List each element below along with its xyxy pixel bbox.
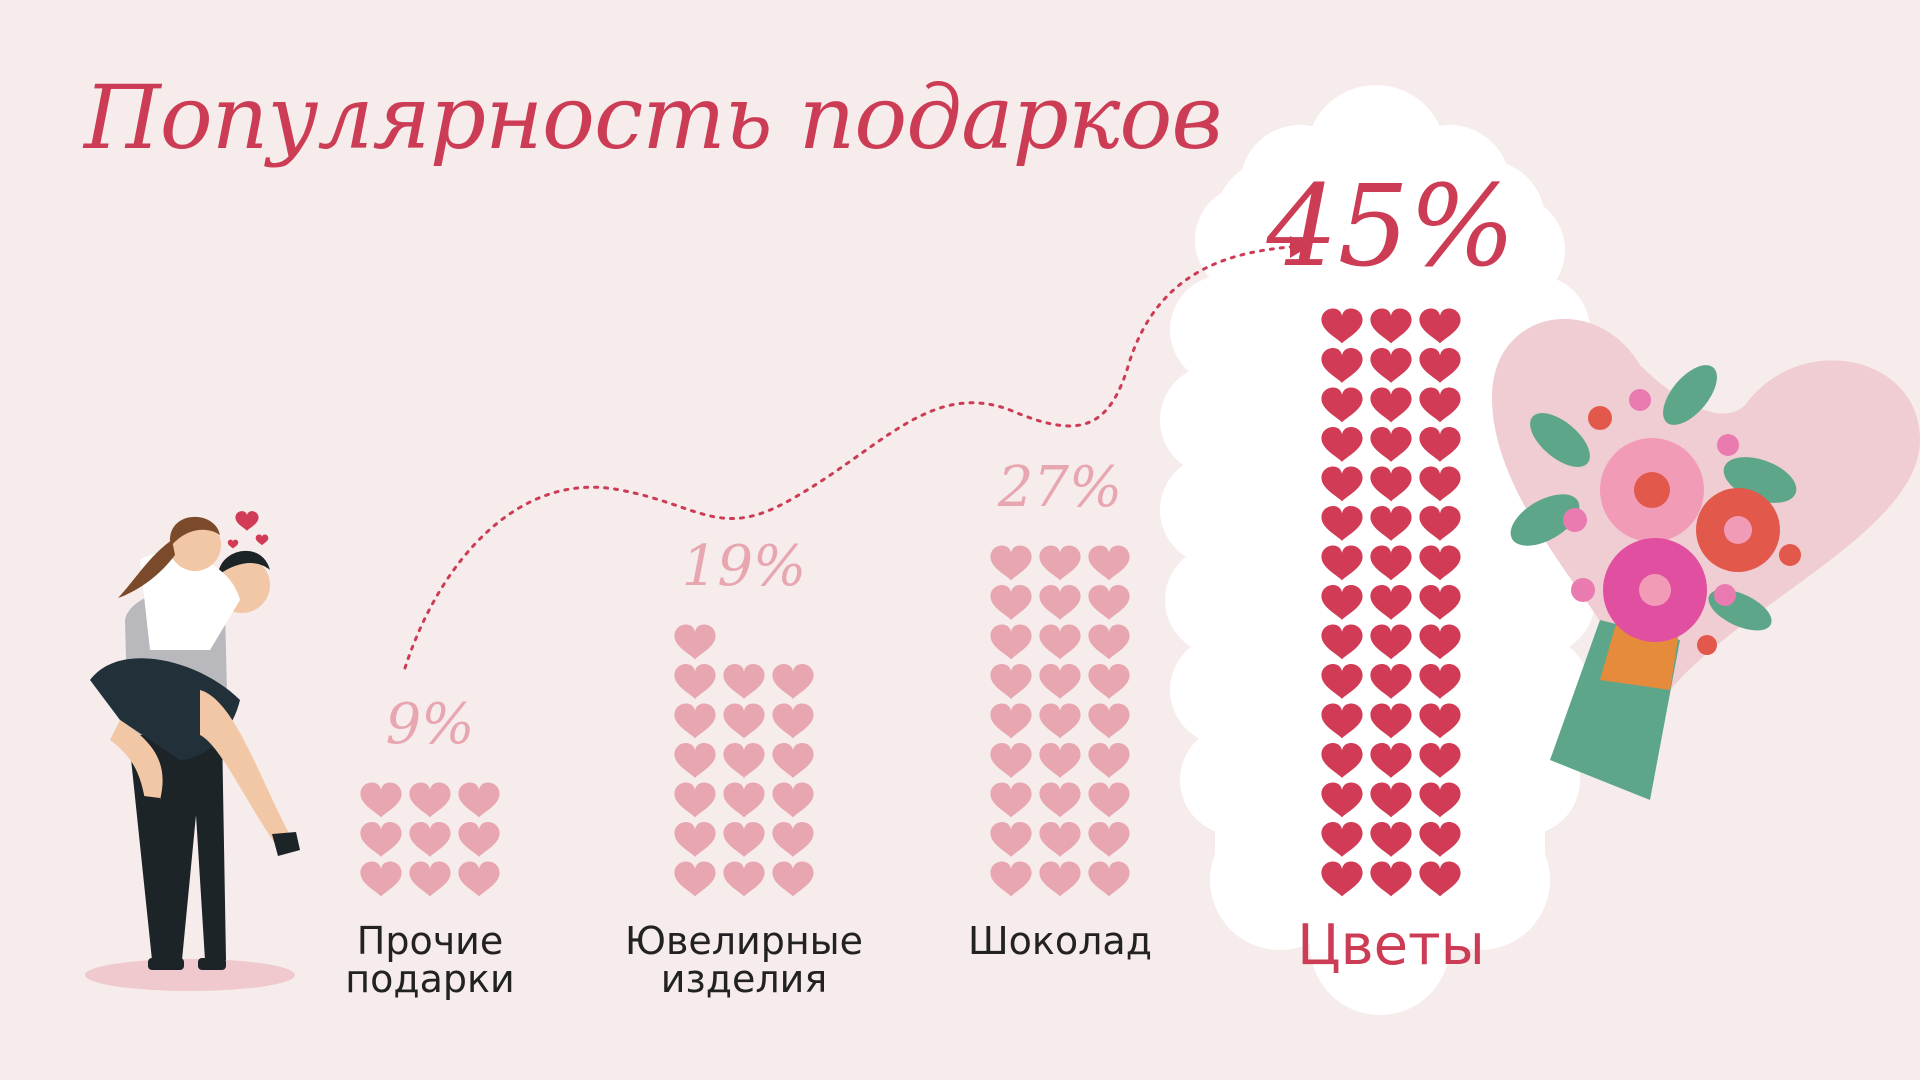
heart-mark — [990, 861, 1032, 897]
heart-mark — [1088, 782, 1130, 818]
page-title: Популярность подарков — [84, 66, 1223, 169]
heart-mark — [1039, 861, 1081, 897]
couple-icon — [85, 516, 300, 991]
heart-mark — [458, 861, 500, 897]
heart-mark — [723, 821, 765, 857]
value-label: 9% — [385, 692, 475, 757]
heart-mark — [1088, 624, 1130, 660]
heart-mark — [723, 663, 765, 699]
heart-mark — [674, 663, 716, 699]
heart-mark — [990, 624, 1032, 660]
heart-mark — [723, 703, 765, 739]
heart-mark — [1039, 624, 1081, 660]
heart-mark — [674, 624, 716, 660]
heart-mark — [990, 545, 1032, 581]
heart-mark — [360, 821, 402, 857]
heart-mark — [1039, 742, 1081, 778]
value-label: 27% — [997, 455, 1123, 520]
heart-mark — [1088, 703, 1130, 739]
heart-mark — [1088, 742, 1130, 778]
value-label: 45% — [1266, 162, 1516, 292]
heart-mark — [723, 782, 765, 818]
category-label: Ювелирные изделия — [624, 919, 864, 1001]
heart-mark — [990, 584, 1032, 620]
heart-mark — [772, 782, 814, 818]
heart-mark — [723, 742, 765, 778]
heart-mark — [360, 782, 402, 818]
heart-mark — [674, 821, 716, 857]
heart-mark — [1039, 663, 1081, 699]
heart-mark — [1088, 545, 1130, 581]
heart-mark — [772, 742, 814, 778]
heart-mark — [360, 861, 402, 897]
heart-bar-3 — [990, 545, 1130, 897]
heart-bar-4 — [1321, 308, 1461, 897]
flower-bouquet-icon — [1491, 318, 1920, 800]
heart-mark — [409, 782, 451, 818]
heart-mark — [1039, 703, 1081, 739]
heart-mark — [990, 663, 1032, 699]
heart-mark — [674, 782, 716, 818]
heart-mark — [990, 821, 1032, 857]
category-label: Прочие подарки — [345, 919, 515, 1001]
heart-mark — [723, 861, 765, 897]
category-label: Цветы — [1297, 913, 1485, 978]
category-label: Шоколад — [968, 919, 1152, 963]
heart-mark — [674, 861, 716, 897]
heart-mark — [409, 821, 451, 857]
heart-mark — [990, 742, 1032, 778]
heart-mark — [1039, 545, 1081, 581]
value-label: 19% — [681, 534, 807, 599]
heart-mark — [409, 861, 451, 897]
heart-mark — [772, 703, 814, 739]
heart-mark — [1039, 821, 1081, 857]
heart-bar-1 — [360, 782, 500, 897]
heart-mark — [772, 663, 814, 699]
heart-mark — [1039, 584, 1081, 620]
heart-bar-2 — [674, 624, 814, 897]
heart-mark — [990, 703, 1032, 739]
heart-mark — [1039, 782, 1081, 818]
heart-mark — [458, 821, 500, 857]
heart-mark — [772, 821, 814, 857]
heart-mark — [458, 782, 500, 818]
heart-mark — [1088, 821, 1130, 857]
heart-mark — [1088, 861, 1130, 897]
trend-arrow — [403, 236, 1310, 670]
heart-mark — [1088, 663, 1130, 699]
heart-decoration-icon — [227, 511, 269, 549]
heart-mark — [674, 703, 716, 739]
heart-mark — [772, 861, 814, 897]
heart-mark — [674, 742, 716, 778]
heart-mark — [1088, 584, 1130, 620]
heart-mark — [990, 782, 1032, 818]
